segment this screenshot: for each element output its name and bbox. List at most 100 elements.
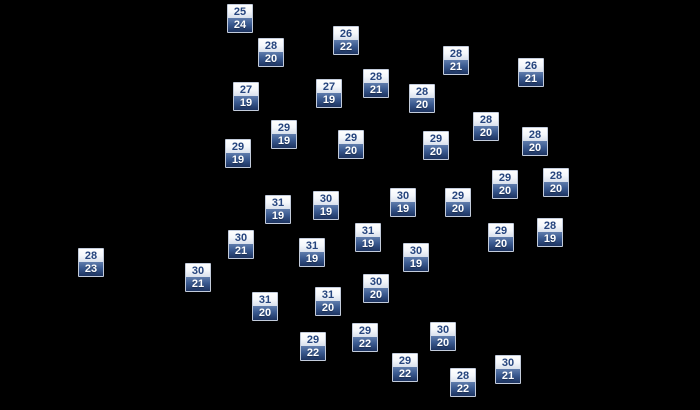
high-temp: 28 (523, 128, 547, 141)
temperature-label[interactable]: 31 20 (315, 287, 341, 316)
high-temp: 30 (186, 264, 210, 277)
low-temp: 21 (364, 83, 388, 97)
low-temp: 19 (391, 202, 415, 216)
high-temp: 26 (334, 27, 358, 40)
low-temp: 20 (364, 288, 388, 302)
high-temp: 31 (266, 196, 290, 209)
low-temp: 19 (356, 237, 380, 251)
high-temp: 28 (364, 70, 388, 83)
low-temp: 21 (519, 72, 543, 86)
temperature-label[interactable]: 29 20 (492, 170, 518, 199)
low-temp: 19 (226, 153, 250, 167)
high-temp: 30 (431, 323, 455, 336)
high-temp: 30 (229, 231, 253, 244)
high-temp: 29 (493, 171, 517, 184)
low-temp: 20 (544, 182, 568, 196)
temperature-label[interactable]: 30 19 (313, 191, 339, 220)
temperature-label[interactable]: 28 20 (543, 168, 569, 197)
temperature-label[interactable]: 28 20 (409, 84, 435, 113)
temperature-label[interactable]: 31 19 (299, 238, 325, 267)
high-temp: 31 (356, 224, 380, 237)
temperature-label[interactable]: 31 19 (355, 223, 381, 252)
temperature-label[interactable]: 29 20 (423, 131, 449, 160)
low-temp: 22 (451, 382, 475, 396)
temperature-label[interactable]: 29 19 (271, 120, 297, 149)
temperature-label[interactable]: 28 20 (522, 127, 548, 156)
temperature-label[interactable]: 26 22 (333, 26, 359, 55)
temperature-label[interactable]: 28 21 (443, 46, 469, 75)
high-temp: 31 (316, 288, 340, 301)
low-temp: 21 (186, 277, 210, 291)
low-temp: 19 (404, 257, 428, 271)
temperature-label[interactable]: 30 19 (403, 243, 429, 272)
high-temp: 28 (451, 369, 475, 382)
temperature-label[interactable]: 31 19 (265, 195, 291, 224)
high-temp: 31 (253, 293, 277, 306)
temperature-label[interactable]: 27 19 (233, 82, 259, 111)
temperature-label[interactable]: 31 20 (252, 292, 278, 321)
high-temp: 29 (353, 324, 377, 337)
high-temp: 26 (519, 59, 543, 72)
temperature-label[interactable]: 27 19 (316, 79, 342, 108)
high-temp: 28 (444, 47, 468, 60)
temperature-label[interactable]: 29 20 (338, 130, 364, 159)
low-temp: 22 (301, 346, 325, 360)
low-temp: 20 (259, 52, 283, 66)
high-temp: 28 (544, 169, 568, 182)
temperature-label[interactable]: 29 20 (488, 223, 514, 252)
high-temp: 29 (446, 189, 470, 202)
temperature-label[interactable]: 26 21 (518, 58, 544, 87)
low-temp: 20 (410, 98, 434, 112)
low-temp: 22 (393, 367, 417, 381)
low-temp: 20 (474, 126, 498, 140)
temperature-label[interactable]: 30 19 (390, 188, 416, 217)
low-temp: 19 (234, 96, 258, 110)
low-temp: 22 (334, 40, 358, 54)
temperature-label[interactable]: 28 23 (78, 248, 104, 277)
temperature-label[interactable]: 30 21 (228, 230, 254, 259)
temperature-label[interactable]: 28 20 (473, 112, 499, 141)
high-temp: 30 (496, 356, 520, 369)
temperature-label[interactable]: 29 20 (445, 188, 471, 217)
low-temp: 24 (228, 18, 252, 32)
low-temp: 22 (353, 337, 377, 351)
low-temp: 20 (339, 144, 363, 158)
high-temp: 30 (364, 275, 388, 288)
temperature-label[interactable]: 28 21 (363, 69, 389, 98)
low-temp: 21 (229, 244, 253, 258)
high-temp: 29 (424, 132, 448, 145)
high-temp: 28 (79, 249, 103, 262)
temperature-label[interactable]: 29 19 (225, 139, 251, 168)
low-temp: 19 (314, 205, 338, 219)
temperature-label[interactable]: 30 20 (430, 322, 456, 351)
high-temp: 29 (489, 224, 513, 237)
high-temp: 30 (314, 192, 338, 205)
low-temp: 20 (431, 336, 455, 350)
high-temp: 29 (301, 333, 325, 346)
high-temp: 27 (317, 80, 341, 93)
high-temp: 31 (300, 239, 324, 252)
high-temp: 25 (228, 5, 252, 18)
temperature-label[interactable]: 29 22 (300, 332, 326, 361)
high-temp: 28 (410, 85, 434, 98)
temperature-label[interactable]: 28 19 (537, 218, 563, 247)
temperature-label[interactable]: 29 22 (352, 323, 378, 352)
temperature-label[interactable]: 29 22 (392, 353, 418, 382)
low-temp: 20 (424, 145, 448, 159)
high-temp: 28 (474, 113, 498, 126)
temperature-label[interactable]: 30 20 (363, 274, 389, 303)
temperature-label[interactable]: 30 21 (185, 263, 211, 292)
high-temp: 27 (234, 83, 258, 96)
temperature-label[interactable]: 30 21 (495, 355, 521, 384)
temperature-label[interactable]: 28 20 (258, 38, 284, 67)
low-temp: 19 (538, 232, 562, 246)
temperature-label[interactable]: 28 22 (450, 368, 476, 397)
low-temp: 20 (523, 141, 547, 155)
low-temp: 21 (444, 60, 468, 74)
temperature-label[interactable]: 25 24 (227, 4, 253, 33)
low-temp: 19 (317, 93, 341, 107)
high-temp: 30 (404, 244, 428, 257)
low-temp: 21 (496, 369, 520, 383)
high-temp: 30 (391, 189, 415, 202)
